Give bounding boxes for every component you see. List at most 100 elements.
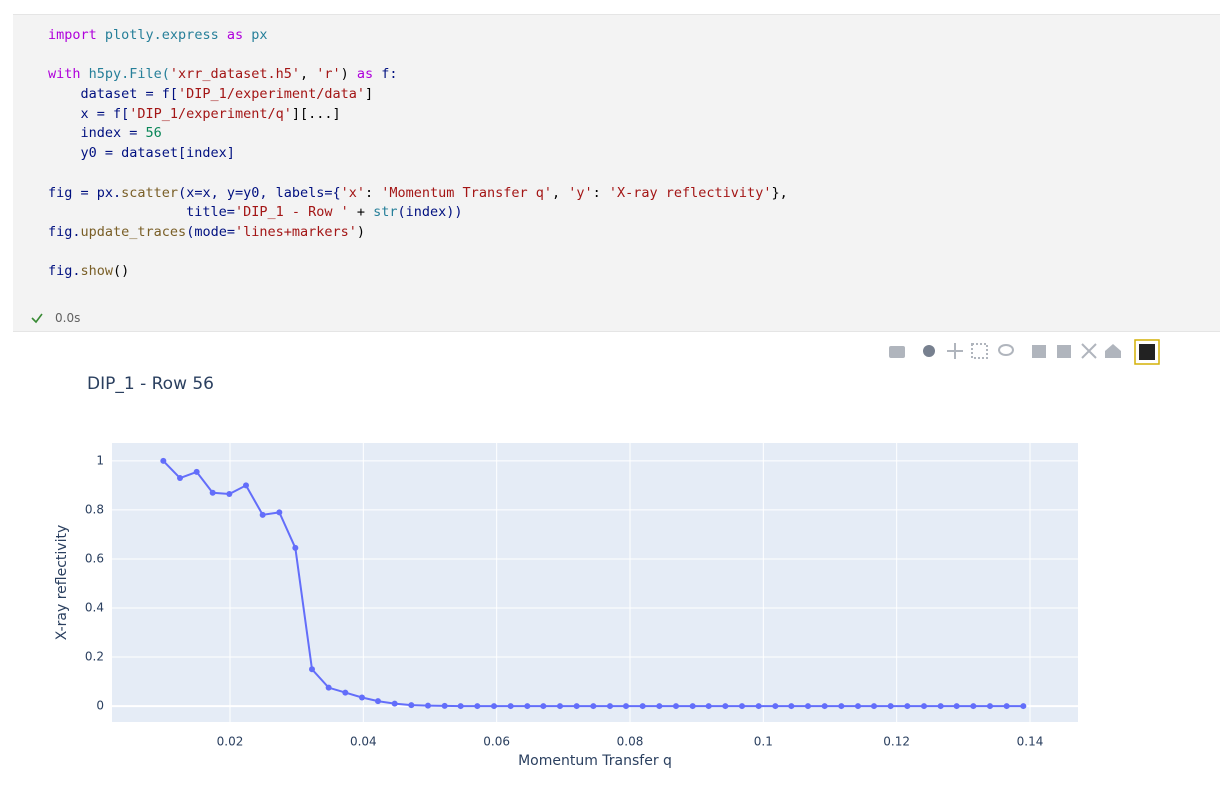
y-tick-label: 0	[96, 699, 104, 713]
marker	[408, 702, 415, 709]
code-token: index =	[48, 125, 146, 142]
code-token: plotly.express	[96, 27, 227, 43]
code-token: (index))	[397, 204, 463, 221]
code-token: 'lines+markers'	[234, 223, 357, 240]
code-cell[interactable]	[13, 14, 1220, 332]
marker	[292, 544, 299, 551]
zoom-icon[interactable]	[923, 345, 935, 357]
code-line: with h5py.File('xrr_dataset.h5', 'r') as…	[48, 65, 788, 85]
marker	[425, 702, 431, 709]
zoom-in-icon[interactable]	[1032, 345, 1046, 358]
code-token: update_traces	[80, 223, 187, 240]
x-tick-label: 0.02	[217, 735, 244, 749]
marker	[656, 703, 663, 710]
code-token: 56	[145, 125, 162, 142]
code-token: (x=x, y=y0, labels={	[178, 184, 341, 201]
code-line: x = f['DIP_1/experiment/q'][...]	[48, 105, 788, 125]
marker	[325, 684, 332, 691]
code-token: ]	[364, 86, 374, 103]
marker	[821, 703, 828, 710]
code-token: 'X-ray reflectivity'	[608, 184, 772, 201]
code-token: h5py.File(	[80, 66, 170, 83]
code-token: },	[771, 184, 788, 201]
marker	[259, 511, 266, 518]
code-line	[48, 164, 788, 184]
code-token: :	[365, 184, 382, 201]
code-token: f:	[373, 66, 398, 83]
x-tick-label: 0.08	[617, 735, 644, 749]
code-token: ,	[299, 66, 317, 83]
camera-icon[interactable]	[889, 346, 905, 358]
code-token: 'DIP_1/experiment/q'	[129, 105, 292, 122]
x-axis-label: Momentum Transfer q	[518, 753, 672, 769]
x-tick-label: 0.14	[1017, 735, 1044, 749]
chart: DIP_1 - Row 56 0.02 0.04 0.06 0.08 0.1 0.12 0.…	[54, 374, 1078, 769]
marker	[887, 703, 894, 710]
marker	[359, 694, 365, 701]
code-line	[48, 243, 788, 263]
marker	[673, 703, 679, 710]
plotly-logo-frame[interactable]	[1134, 339, 1160, 365]
reset-icon[interactable]	[1105, 344, 1121, 358]
y-tick-label: 0.4	[85, 600, 104, 614]
code-token: ,	[551, 184, 569, 201]
marker	[623, 703, 629, 710]
code-line: dataset = f['DIP_1/experiment/data']	[48, 85, 788, 105]
autoscale-icon[interactable]	[1081, 343, 1097, 359]
marker	[441, 702, 448, 709]
select-icon[interactable]	[971, 343, 988, 359]
marker	[722, 703, 729, 710]
marker	[838, 703, 845, 710]
marker	[177, 475, 183, 482]
marker	[788, 703, 795, 710]
plotly-logo[interactable]	[1139, 344, 1155, 360]
marker	[970, 703, 977, 710]
x-tick-label: 0.04	[350, 735, 377, 749]
lasso-icon[interactable]	[998, 344, 1014, 356]
code-token: fig.	[48, 223, 81, 240]
marker	[590, 703, 597, 710]
x-tick-label: 0.12	[883, 735, 910, 749]
code-token: dataset = f[	[48, 86, 179, 103]
execution-time: 0.0s	[55, 311, 81, 325]
marker	[391, 700, 398, 707]
code-token: 'y'	[568, 184, 593, 201]
marker	[805, 703, 811, 710]
code-line: fig = px.scatter(x=x, y=y0, labels={'x':…	[48, 184, 788, 204]
code-token: 'xrr_dataset.h5'	[169, 66, 300, 83]
marker	[772, 703, 779, 710]
marker	[160, 457, 167, 464]
marker	[342, 689, 349, 696]
marker	[226, 490, 233, 497]
marker	[921, 703, 927, 710]
code-token: px	[243, 27, 268, 43]
marker	[755, 703, 762, 710]
code-token: show	[80, 263, 114, 280]
marker	[193, 468, 200, 475]
code-token: (mode=	[186, 223, 235, 240]
marker	[871, 703, 877, 710]
marker	[457, 703, 464, 710]
code-token: as	[226, 27, 244, 43]
pan-icon[interactable]	[947, 343, 963, 359]
y-tick-label: 0.2	[85, 650, 104, 664]
zoom-out-icon[interactable]	[1057, 345, 1071, 358]
code-token: as	[356, 66, 374, 83]
code-line: fig.show()	[48, 262, 788, 282]
code-token: 'x'	[340, 184, 366, 201]
marker	[276, 509, 283, 516]
marker	[209, 489, 216, 496]
marker	[507, 703, 514, 710]
x-tick-label: 0.06	[483, 735, 510, 749]
y-tick-label: 0.6	[85, 551, 104, 565]
marker	[557, 703, 563, 710]
code-editor[interactable]: import plotly.express as px with h5py.Fil…	[48, 26, 788, 282]
code-token: )	[340, 66, 357, 83]
x-tick-label: 0.1	[754, 735, 773, 749]
marker	[524, 703, 531, 710]
marker	[491, 703, 497, 710]
code-token: )	[356, 223, 366, 240]
y-axis-label: X-ray reflectivity	[54, 525, 70, 641]
marker	[309, 666, 315, 673]
marker	[904, 703, 911, 710]
